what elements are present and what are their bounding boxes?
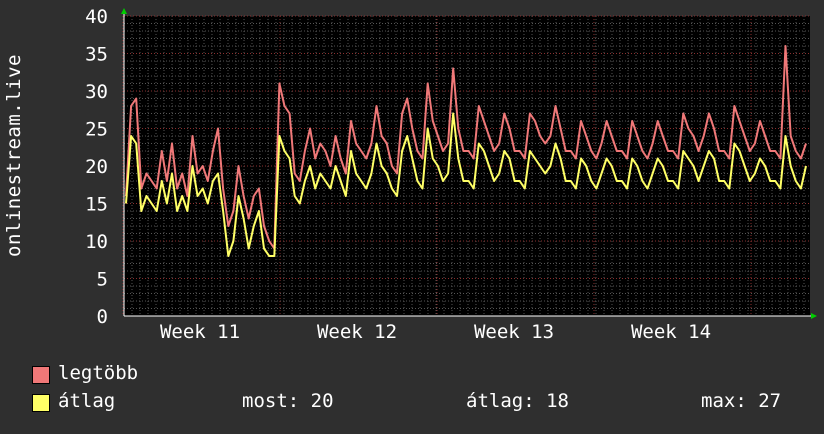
legend-swatch-avg (32, 394, 50, 412)
y-tick-label: 5 (97, 269, 108, 291)
legend-label-max: legtöbb (58, 362, 139, 384)
stat-max: max: 27 (701, 390, 782, 412)
x-tick-label: Week 12 (317, 321, 397, 343)
x-axis-arrow (811, 313, 817, 319)
x-tick-label: Week 13 (474, 321, 554, 343)
y-tick-label: 0 (97, 306, 108, 328)
legend-label-avg: átlag (58, 390, 116, 412)
stat-avg: átlag: 18 (466, 390, 569, 412)
series-line-legtobb (125, 45, 807, 250)
y-tick-label: 30 (85, 81, 108, 103)
x-tick-label: Week 11 (160, 321, 240, 343)
x-tick-label: Week 14 (631, 321, 711, 343)
stat-now: most: 20 (242, 390, 334, 412)
y-tick-label: 20 (85, 156, 108, 178)
legend-swatch-max (32, 366, 50, 384)
y-tick-label: 25 (85, 119, 108, 141)
series-line-atlag (125, 112, 807, 257)
y-tick-label: 10 (85, 231, 108, 253)
y-axis-arrow (121, 8, 127, 14)
y-tick-label: 40 (85, 6, 108, 28)
y-tick-label: 35 (85, 44, 108, 66)
y-tick-label: 15 (85, 194, 108, 216)
y-axis-title: onlinestream.live (3, 54, 25, 257)
